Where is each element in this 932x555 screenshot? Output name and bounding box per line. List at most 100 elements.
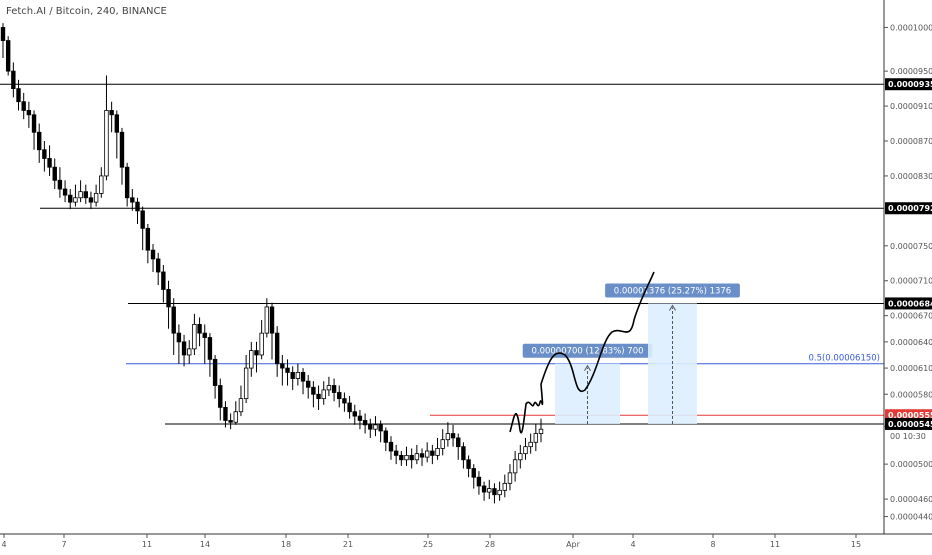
bull-candle-body <box>424 450 430 458</box>
candle <box>78 180 83 203</box>
candle <box>378 420 383 443</box>
bull-candle-body <box>93 192 99 203</box>
candle <box>124 162 130 207</box>
freehand-drawing[interactable] <box>509 271 655 434</box>
bear-candle-body <box>285 367 290 373</box>
candle <box>450 424 456 447</box>
candle <box>171 298 176 355</box>
bear-candle-body <box>347 402 352 413</box>
bear-candle-body <box>337 392 342 400</box>
candle <box>57 167 63 198</box>
candle <box>11 62 16 98</box>
price-tag-box <box>885 297 932 310</box>
x-tick-label: 7 <box>61 540 66 549</box>
bear-candle-body <box>88 197 94 203</box>
bull-candle-body <box>249 350 254 369</box>
bear-candle-body <box>368 424 373 430</box>
bear-candle-body <box>409 454 414 461</box>
bear-candle-body <box>378 424 383 432</box>
candle <box>119 127 125 185</box>
candle <box>481 481 487 501</box>
bull-candle-body <box>192 323 197 350</box>
candle <box>233 401 238 425</box>
candle <box>424 442 430 463</box>
candle <box>280 354 285 386</box>
bear-candle-body <box>212 358 218 386</box>
candle <box>274 326 280 377</box>
bear-candle-body <box>471 468 476 478</box>
candle <box>47 145 52 176</box>
bear-candle-body <box>492 488 497 496</box>
time-axis[interactable]: 4 7 11 14 18 21 25 28 Apr 4 8 11 15 <box>0 533 932 549</box>
candle <box>316 385 321 410</box>
bull-candle-body <box>528 441 533 448</box>
candle <box>254 341 259 373</box>
bull-candle-body <box>502 482 507 491</box>
candle <box>306 375 311 399</box>
projection-path[interactable] <box>509 271 655 434</box>
bull-candle-body <box>238 398 244 413</box>
candle <box>430 444 435 465</box>
bull-candle-body <box>487 488 492 493</box>
candle <box>104 75 109 181</box>
x-tick-label: 4 <box>630 540 635 549</box>
candle <box>326 376 332 397</box>
bull-candle-body <box>445 433 451 441</box>
bear-candle-body <box>31 114 37 133</box>
bear-candle-body <box>466 459 471 469</box>
measure-label: 0.00000700 (12.83%) 700 <box>531 347 643 357</box>
candle <box>461 442 466 469</box>
candle <box>109 101 114 133</box>
candle <box>512 451 518 482</box>
symbol-title: Fetch.AI / Bitcoin, 240, BINANCE <box>6 6 167 17</box>
candle <box>223 401 228 428</box>
bull-candle-body <box>518 453 523 461</box>
candle <box>311 381 316 408</box>
candle <box>62 180 68 203</box>
bear-candle-body <box>161 271 166 290</box>
candle <box>218 378 223 421</box>
bear-candle-body <box>352 411 357 417</box>
bear-candle-body <box>430 450 435 456</box>
bear-candle-body <box>57 179 63 190</box>
candle <box>357 409 363 430</box>
candle <box>518 444 523 469</box>
candle <box>466 455 471 478</box>
x-tick-label: 21 <box>343 540 353 549</box>
bear-candle-body <box>388 441 394 452</box>
candle <box>347 396 352 419</box>
bull-candle-body <box>295 372 301 379</box>
measurement-tools[interactable]: 0.00000700 (12.83%) 700 0.00001376 (25.27… <box>522 283 740 424</box>
x-tick-label: 15 <box>851 540 861 549</box>
bear-candle-body <box>202 332 207 338</box>
measure-label-box <box>605 283 740 298</box>
bear-candle-body <box>362 420 368 426</box>
bull-candle-body <box>497 489 502 496</box>
price-tag-label: 0.00005555 <box>888 411 932 420</box>
candle <box>269 302 275 360</box>
candle <box>492 483 497 504</box>
x-tick-label: 8 <box>710 540 715 549</box>
bull-candle-body <box>523 446 528 455</box>
candle <box>207 333 213 377</box>
candle <box>259 320 264 360</box>
candle <box>507 464 513 491</box>
bear-candle-body <box>16 88 21 103</box>
candle <box>471 464 476 489</box>
candle <box>373 416 378 437</box>
bear-candle-body <box>393 450 399 456</box>
candle <box>528 433 533 454</box>
candle <box>68 189 73 210</box>
candle <box>114 110 120 159</box>
candle <box>285 359 290 386</box>
bear-candle-body <box>290 372 295 379</box>
candle <box>42 141 47 172</box>
bull-candle-body <box>233 411 238 423</box>
candle <box>130 189 135 211</box>
price-tag-box <box>885 78 932 91</box>
